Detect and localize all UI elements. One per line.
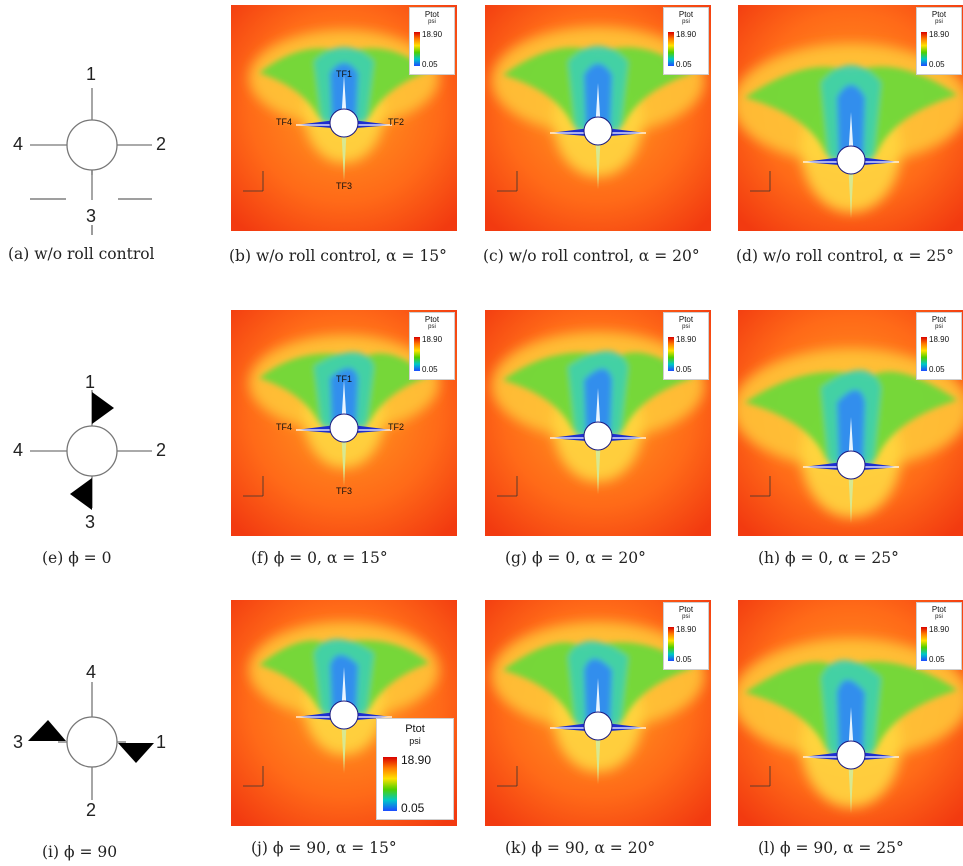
- colorbar-legend: Ptot psi 18.90 0.05: [916, 312, 962, 380]
- fin-cross-diagram-i: [28, 682, 154, 800]
- flow-field-panel: [485, 600, 711, 826]
- fin-label-tf2: TF2: [388, 117, 405, 127]
- legend-title: Ptot: [424, 315, 440, 324]
- fin-label-left: 4: [13, 440, 24, 460]
- legend-min: 0.05: [929, 655, 945, 664]
- colorbar-legend: Ptot psi 18.90 0.05: [376, 718, 454, 820]
- legend-min: 0.05: [422, 60, 438, 69]
- legend-title: Ptot: [931, 315, 947, 324]
- caption-i: (i) ϕ = 90: [42, 843, 118, 861]
- panel-caption: (j) ϕ = 90, α = 15°: [251, 839, 397, 857]
- fin-label-right: 2: [156, 134, 167, 154]
- legend-title: Ptot: [931, 605, 947, 614]
- fin-label-left: 4: [13, 134, 24, 154]
- legend-title: Ptot: [678, 10, 694, 19]
- legend-unit: psi: [428, 19, 436, 25]
- legend-title: Ptot: [678, 605, 694, 614]
- legend-unit: psi: [682, 324, 690, 330]
- legend-max: 18.90: [676, 335, 697, 344]
- panel-caption: (d) w/o roll control, α = 25°: [736, 247, 954, 265]
- legend-unit: psi: [935, 324, 943, 330]
- legend-max: 18.90: [676, 625, 697, 634]
- fin-label-top: 1: [86, 64, 97, 84]
- legend-colorbar: [414, 32, 420, 66]
- colorbar-legend: Ptot psi 18.90 0.05: [409, 7, 455, 75]
- legend-colorbar: [383, 757, 397, 811]
- legend-max: 18.90: [401, 753, 432, 767]
- legend-min: 0.05: [401, 801, 425, 815]
- legend-colorbar: [921, 32, 927, 66]
- legend-colorbar: [921, 627, 927, 661]
- legend-colorbar: [668, 627, 674, 661]
- panel-caption: (f) ϕ = 0, α = 15°: [251, 549, 388, 567]
- legend-min: 0.05: [929, 60, 945, 69]
- panel-caption: (k) ϕ = 90, α = 20°: [505, 839, 656, 857]
- colorbar-legend: Ptot psi 18.90 0.05: [409, 312, 455, 380]
- fin-label-left: 3: [13, 732, 24, 752]
- panel-caption: (g) ϕ = 0, α = 20°: [505, 549, 646, 567]
- caption-e: (e) ϕ = 0: [42, 549, 112, 567]
- panel-caption: (b) w/o roll control, α = 15°: [229, 247, 447, 265]
- fin-cross-diagram-a: [30, 88, 152, 200]
- panel-caption: (c) w/o roll control, α = 20°: [483, 247, 700, 265]
- colorbar-legend: Ptot psi 18.90 0.05: [916, 7, 962, 75]
- legend-title: Ptot: [931, 10, 947, 19]
- legend-unit: psi: [682, 19, 690, 25]
- flow-field-panel: [231, 5, 457, 231]
- fin-label-top: 1: [85, 372, 96, 392]
- fin-label-tf2: TF2: [388, 422, 405, 432]
- legend-max: 18.90: [929, 625, 950, 634]
- legend-max: 18.90: [422, 30, 443, 39]
- panel-caption: (l) ϕ = 90, α = 25°: [758, 839, 904, 857]
- fin-label-tf4: TF4: [276, 117, 293, 127]
- fin-label-bottom: 3: [86, 206, 97, 226]
- legend-max: 18.90: [422, 335, 443, 344]
- legend-min: 0.05: [676, 655, 692, 664]
- legend-colorbar: [414, 337, 420, 371]
- legend-colorbar: [668, 337, 674, 371]
- legend-max: 18.90: [676, 30, 697, 39]
- fin-label-tf1: TF1: [336, 374, 353, 384]
- legend-unit: psi: [682, 614, 690, 620]
- legend-max: 18.90: [929, 30, 950, 39]
- fin-label-bottom: 3: [85, 512, 96, 532]
- flow-field-panel: [485, 310, 711, 536]
- flow-field-panel: [231, 310, 457, 536]
- fin-cross-diagram-e: [30, 390, 152, 510]
- flow-field-panel: [738, 600, 963, 826]
- colorbar-legend: Ptot psi 18.90 0.05: [916, 602, 962, 670]
- fin-label-top: 4: [86, 662, 97, 682]
- legend-min: 0.05: [422, 365, 438, 374]
- fin-label-tf1: TF1: [336, 69, 353, 79]
- fin-label-tf4: TF4: [276, 422, 293, 432]
- legend-unit: psi: [935, 19, 943, 25]
- colorbar-legend: Ptot psi 18.90 0.05: [663, 312, 709, 380]
- legend-unit: psi: [935, 614, 943, 620]
- fin-label-right: 1: [156, 732, 167, 752]
- legend-title: Ptot: [678, 315, 694, 324]
- legend-min: 0.05: [929, 365, 945, 374]
- legend-colorbar: [921, 337, 927, 371]
- legend-min: 0.05: [676, 60, 692, 69]
- fin-label-tf3: TF3: [336, 181, 353, 191]
- legend-unit: psi: [409, 736, 421, 746]
- panel-caption: (h) ϕ = 0, α = 25°: [758, 549, 899, 567]
- fin-label-tf3: TF3: [336, 486, 353, 496]
- legend-colorbar: [668, 32, 674, 66]
- fin-label-right: 2: [156, 440, 167, 460]
- colorbar-legend: Ptot psi 18.90 0.05: [663, 602, 709, 670]
- legend-title: Ptot: [405, 723, 425, 735]
- legend-title: Ptot: [424, 10, 440, 19]
- colorbar-legend: Ptot psi 18.90 0.05: [663, 7, 709, 75]
- caption-a: (a) w/o roll control: [8, 245, 155, 263]
- flow-field-panel: [485, 5, 711, 231]
- legend-unit: psi: [428, 324, 436, 330]
- fin-label-bottom: 2: [86, 800, 97, 820]
- legend-max: 18.90: [929, 335, 950, 344]
- legend-min: 0.05: [676, 365, 692, 374]
